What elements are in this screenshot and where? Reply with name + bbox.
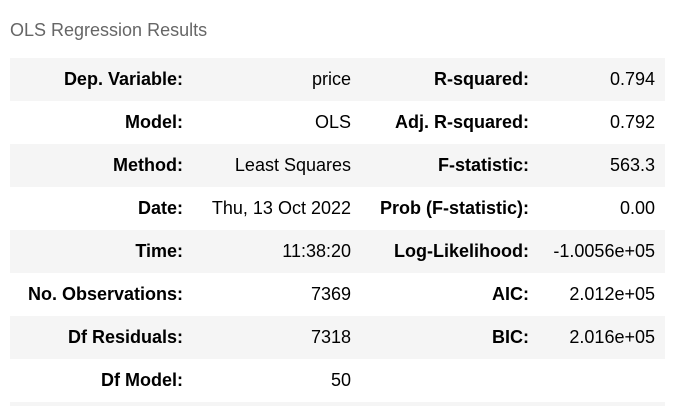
stat-label: Df Residuals: [67,327,183,347]
stat-value: 7369 [310,284,351,304]
stat-label: Method: [113,155,183,175]
stat-value: Least Squares [234,155,351,175]
stat-value: 0.792 [609,112,655,132]
stat-label: Prob (F-statistic): [379,198,529,218]
stat-value: 563.3 [609,155,655,175]
stat-value: 0.00 [619,198,655,218]
stat-label: No. Observations: [27,284,183,304]
stat-label: Df Model: [101,370,183,390]
stat-label: Time: [135,241,183,261]
stat-label: Adj. R-squared: [394,112,529,132]
table-bottom-border [10,402,665,406]
table-row: Time: 11:38:20 Log-Likelihood: -1.0056e+… [10,230,665,273]
stat-label: Date: [137,198,183,218]
stat-label [361,359,539,402]
table-row: No. Observations: 7369 AIC: 2.012e+05 [10,273,665,316]
stat-value: OLS [314,112,351,132]
stat-label: F-statistic: [437,155,529,175]
stat-value: 2.016e+05 [569,327,655,347]
stat-value: Thu, 13 Oct 2022 [211,198,351,218]
table-row: Dep. Variable: price R-squared: 0.794 [10,58,665,101]
stat-value: 11:38:20 [282,241,351,261]
regression-summary-table: Dep. Variable: price R-squared: 0.794 Mo… [10,58,665,402]
stat-value [539,359,665,402]
stat-label: Model: [125,112,183,132]
stat-value: 7318 [310,327,351,347]
stat-value: 50 [330,370,351,390]
stat-value: -1.0056e+05 [553,241,655,261]
table-row: Date: Thu, 13 Oct 2022 Prob (F-statistic… [10,187,665,230]
stat-value: price [311,69,351,89]
stat-label: R-squared: [433,69,529,89]
table-row: Df Model: 50 [10,359,665,402]
stat-label: Dep. Variable: [63,69,183,89]
table-caption: OLS Regression Results [10,20,208,40]
stat-label: Log-Likelihood: [394,241,529,261]
stat-label: AIC: [492,284,529,304]
table-row: Model: OLS Adj. R-squared: 0.792 [10,101,665,144]
stat-value: 0.794 [609,69,655,89]
stat-value: 2.012e+05 [569,284,655,304]
table-row: Df Residuals: 7318 BIC: 2.016e+05 [10,316,665,359]
stat-label: BIC: [492,327,529,347]
table-row: Method: Least Squares F-statistic: 563.3 [10,144,665,187]
